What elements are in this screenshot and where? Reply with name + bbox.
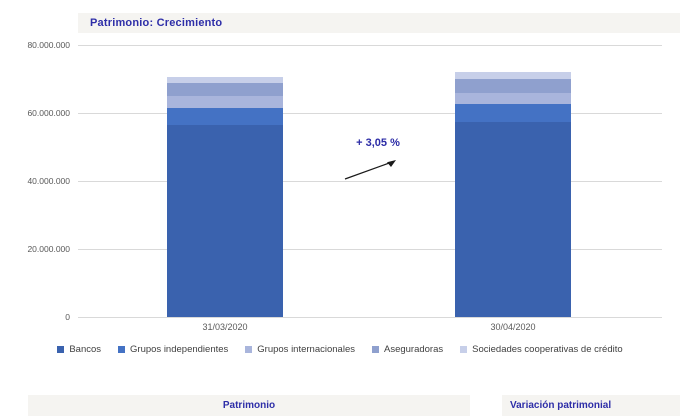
bar-segment[interactable] — [167, 76, 283, 84]
x-axis-tick-label: 31/03/2020 — [202, 322, 248, 332]
chart-title-band: Patrimonio: Crecimiento — [78, 13, 680, 33]
legend-label: Aseguradoras — [383, 343, 444, 355]
legend-swatch-icon — [245, 345, 253, 353]
bar-segment[interactable] — [167, 107, 283, 125]
footer-header-patrimonio[interactable]: Patrimonio — [28, 395, 470, 416]
legend-label: Grupos independientes — [130, 343, 229, 355]
y-gridline — [78, 181, 662, 182]
legend-item[interactable]: Aseguradoras — [371, 343, 444, 355]
chart-legend: Bancos Grupos independientes Grupos intern… — [0, 341, 680, 357]
bar-segment[interactable] — [455, 121, 571, 317]
legend-item[interactable]: Grupos independientes — [118, 344, 228, 355]
y-gridline — [78, 249, 662, 250]
y-gridline — [78, 317, 662, 318]
legend-item[interactable]: Sociedades cooperativas de crédito — [460, 344, 623, 355]
y-axis-tick-label: 60.000.000 — [27, 108, 70, 118]
bar-segment[interactable] — [167, 83, 283, 96]
legend-label: Sociedades cooperativas de crédito — [472, 343, 623, 355]
growth-annotation: + 3,05 % — [356, 137, 400, 149]
footer-header-patrimonio-label: Patrimonio — [222, 400, 276, 411]
y-axis-tick-label: 40.000.000 — [27, 176, 70, 186]
footer-header-variacion-label: Variación patrimonial — [510, 400, 612, 411]
chart-title: Patrimonio: Crecimiento — [90, 17, 223, 29]
bar-segment[interactable] — [455, 79, 571, 93]
legend-label: Grupos internacionales — [257, 343, 355, 355]
bar-segment[interactable] — [167, 124, 283, 317]
y-gridline — [78, 45, 662, 46]
bar-segment[interactable] — [455, 92, 571, 104]
legend-swatch-icon — [118, 345, 126, 353]
legend-swatch-icon — [57, 345, 65, 353]
legend-swatch-icon — [460, 345, 468, 353]
y-axis-tick-label: 80.000.000 — [27, 40, 70, 50]
legend-swatch-icon — [371, 345, 379, 353]
x-axis-tick-label: 30/04/2020 — [490, 322, 536, 332]
y-axis-tick-label: 0 — [65, 312, 70, 322]
bar-segment[interactable] — [455, 71, 571, 79]
legend-item[interactable]: Bancos — [57, 344, 101, 355]
y-gridline — [78, 113, 662, 114]
y-axis-tick-label: 20.000.000 — [27, 244, 70, 254]
bar-segment[interactable] — [455, 103, 571, 122]
legend-label: Bancos — [69, 343, 102, 355]
growth-arrow-icon — [344, 160, 396, 180]
bar-segment[interactable] — [167, 96, 283, 108]
legend-item[interactable]: Grupos internacionales — [245, 344, 355, 355]
footer-header-variacion-patrimonial[interactable]: Variación patrimonial — [502, 395, 680, 416]
